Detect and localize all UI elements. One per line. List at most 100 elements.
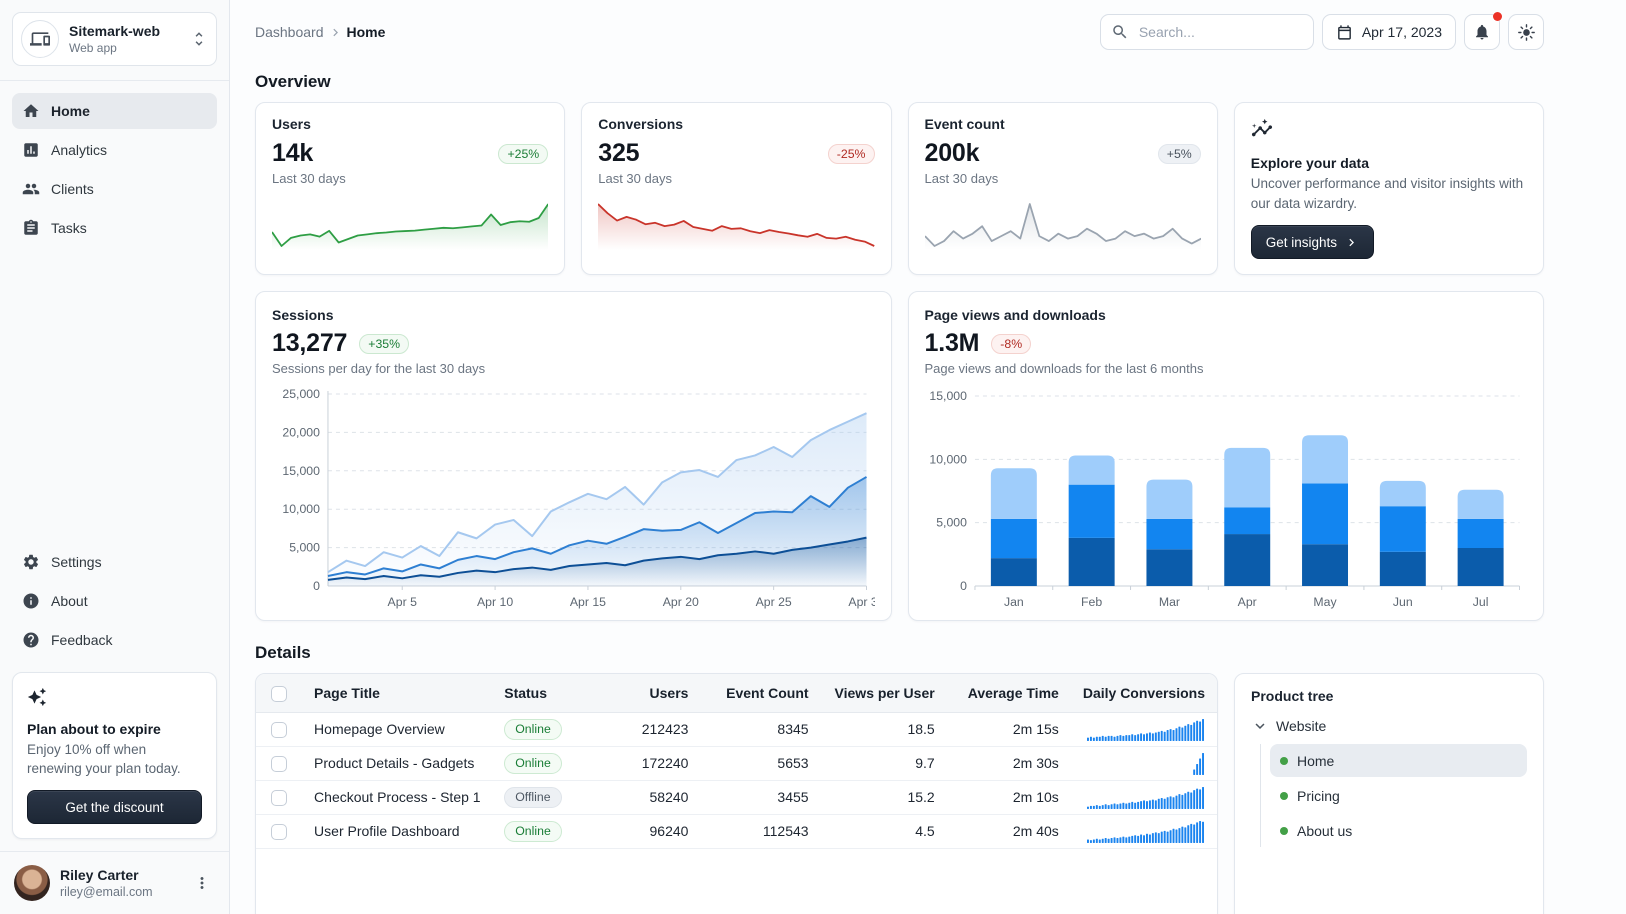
cell-event-count: 8345 <box>694 712 815 747</box>
svg-text:Apr 5: Apr 5 <box>388 595 418 609</box>
cell-event-count: 112543 <box>694 814 815 849</box>
topbar: Dashboard Home Apr 17, 2023 <box>255 12 1544 50</box>
stat-card-conversions: Conversions 325 -25% Last 30 days <box>581 102 892 276</box>
breadcrumb: Dashboard Home <box>255 24 385 40</box>
date-picker-button[interactable]: Apr 17, 2023 <box>1321 14 1456 50</box>
sidebar-item-tasks[interactable]: Tasks <box>12 210 217 246</box>
user-profile: Riley Carter riley@email.com <box>0 851 229 914</box>
sun-icon <box>1517 23 1536 42</box>
sidebar-item-clients[interactable]: Clients <box>12 171 217 207</box>
sidebar-item-settings[interactable]: Settings <box>12 544 217 580</box>
cell-event-count: 3455 <box>694 780 815 815</box>
pageviews-title: Page views and downloads <box>924 307 1106 324</box>
devices-icon <box>21 20 59 58</box>
svg-text:Apr 25: Apr 25 <box>756 595 792 609</box>
date-label: Apr 17, 2023 <box>1361 24 1442 40</box>
tree-item-pricing[interactable]: Pricing <box>1270 779 1527 812</box>
trend-chip: +25% <box>498 143 549 164</box>
product-tree-card: Product tree Website Home Pricing About us <box>1234 673 1544 914</box>
row-checkbox[interactable] <box>271 721 288 738</box>
cell-users: 212423 <box>608 712 695 747</box>
row-checkbox[interactable] <box>271 789 288 806</box>
details-row: Page Title Status Users Event Count Views pe… <box>255 673 1544 914</box>
svg-text:Mar: Mar <box>1158 595 1179 609</box>
table-row[interactable]: Checkout Process - Step 1 Offline 58240 345… <box>256 780 1217 815</box>
sessions-area-chart: 0 5,000 10,000 15,000 20,000 25,000 Apr 5 Apr 1… <box>282 387 874 609</box>
calendar-icon <box>1336 24 1353 41</box>
row-checkbox[interactable] <box>271 755 288 772</box>
daily-conversions-sparkline <box>1087 787 1204 810</box>
sessions-caption: Sessions per day for the last 30 days <box>272 361 486 377</box>
svg-text:10,000: 10,000 <box>929 452 967 466</box>
status-badge: Online <box>504 820 562 842</box>
svg-text:Apr 10: Apr 10 <box>477 595 513 609</box>
trend-chip: +5% <box>1157 143 1201 164</box>
sidebar-item-about[interactable]: About <box>12 583 217 619</box>
column-header[interactable]: Status <box>488 674 609 713</box>
stat-card-title: Event count <box>924 116 1005 132</box>
column-header[interactable]: Views per User <box>814 674 941 713</box>
sidebar-item-analytics[interactable]: Analytics <box>12 132 217 168</box>
cell-users: 58240 <box>608 780 695 815</box>
column-header[interactable]: Average Time <box>940 674 1065 713</box>
svg-text:Apr: Apr <box>1237 595 1256 609</box>
notifications-button[interactable] <box>1464 12 1502 50</box>
green-dot-icon <box>1280 826 1288 835</box>
nav-item-label: Settings <box>51 553 102 570</box>
search-icon <box>1111 23 1129 41</box>
breadcrumb-dashboard[interactable]: Dashboard <box>255 24 324 40</box>
stat-sparkline <box>924 203 1201 250</box>
explore-card-body: Uncover performance and visitor insights… <box>1250 176 1524 211</box>
svg-text:15,000: 15,000 <box>929 389 967 403</box>
select-all-checkbox[interactable] <box>271 685 288 702</box>
table-row[interactable]: User Profile Dashboard Online 96240 112543 4… <box>256 814 1217 849</box>
cell-views-per-user: 15.2 <box>814 780 941 815</box>
daily-conversions-sparkline <box>1087 821 1204 844</box>
stat-card-caption: Last 30 days <box>924 171 999 186</box>
tree-children: Home Pricing About us <box>1260 744 1527 848</box>
tree-node-website[interactable]: Website <box>1251 710 1527 742</box>
cell-average-time: 2m 40s <box>940 814 1065 849</box>
column-header[interactable]: Event Count <box>694 674 815 713</box>
stat-card-users: Users 14k +25% Last 30 days <box>255 102 566 276</box>
sidebar-item-feedback[interactable]: Feedback <box>12 622 217 658</box>
sessions-chart-card: Sessions 13,277 +35% Sessions per day fo… <box>255 291 892 622</box>
search-box[interactable] <box>1099 14 1314 50</box>
tree-item-home[interactable]: Home <box>1270 744 1527 778</box>
svg-text:20,000: 20,000 <box>282 426 320 440</box>
stat-card-caption: Last 30 days <box>272 171 346 186</box>
cell-views-per-user: 18.5 <box>814 712 941 747</box>
main-content: Dashboard Home Apr 17, 2023 Overview Use <box>230 0 1626 914</box>
nav-item-label: Feedback <box>51 631 113 648</box>
get-discount-button[interactable]: Get the discount <box>27 790 202 824</box>
get-insights-button[interactable]: Get insights <box>1250 225 1375 260</box>
stat-sparkline <box>598 203 875 250</box>
overview-cards: Users 14k +25% Last 30 days Conversions 325 -2… <box>255 102 1544 276</box>
explore-data-card: Explore your data Uncover performance an… <box>1233 102 1544 276</box>
svg-text:5,000: 5,000 <box>289 541 320 555</box>
user-menu-button[interactable] <box>189 870 215 896</box>
theme-toggle-button[interactable] <box>1508 14 1544 50</box>
search-input[interactable] <box>1136 23 1303 41</box>
chevron-right-icon <box>328 25 343 40</box>
table-row[interactable]: Homepage Overview Online 212423 8345 18.5 2m … <box>256 712 1217 747</box>
tree-item-about-us[interactable]: About us <box>1270 814 1527 847</box>
column-header[interactable]: Users <box>608 674 695 713</box>
row-checkbox[interactable] <box>271 823 288 840</box>
sidebar-item-home[interactable]: Home <box>12 93 217 129</box>
svg-text:0: 0 <box>313 579 320 593</box>
workspace-select[interactable]: Sitemark-web Web app <box>12 12 217 66</box>
status-badge: Offline <box>504 786 562 808</box>
svg-text:Jun: Jun <box>1392 595 1412 609</box>
svg-text:Jan: Jan <box>1003 595 1023 609</box>
column-header[interactable]: Daily Conversions <box>1064 674 1217 713</box>
column-header[interactable]: Page Title <box>302 674 489 713</box>
bell-icon <box>1473 23 1491 41</box>
svg-text:5,000: 5,000 <box>936 516 967 530</box>
table-row[interactable]: Product Details - Gadgets Online 172240 565… <box>256 746 1217 781</box>
cell-views-per-user: 9.7 <box>814 746 941 781</box>
stat-card-title: Conversions <box>598 116 684 132</box>
tree-item-label: Home <box>1297 752 1335 769</box>
sidebar-nav-main: Home Analytics Clients Tasks <box>12 93 217 246</box>
status-badge: Online <box>504 718 562 740</box>
